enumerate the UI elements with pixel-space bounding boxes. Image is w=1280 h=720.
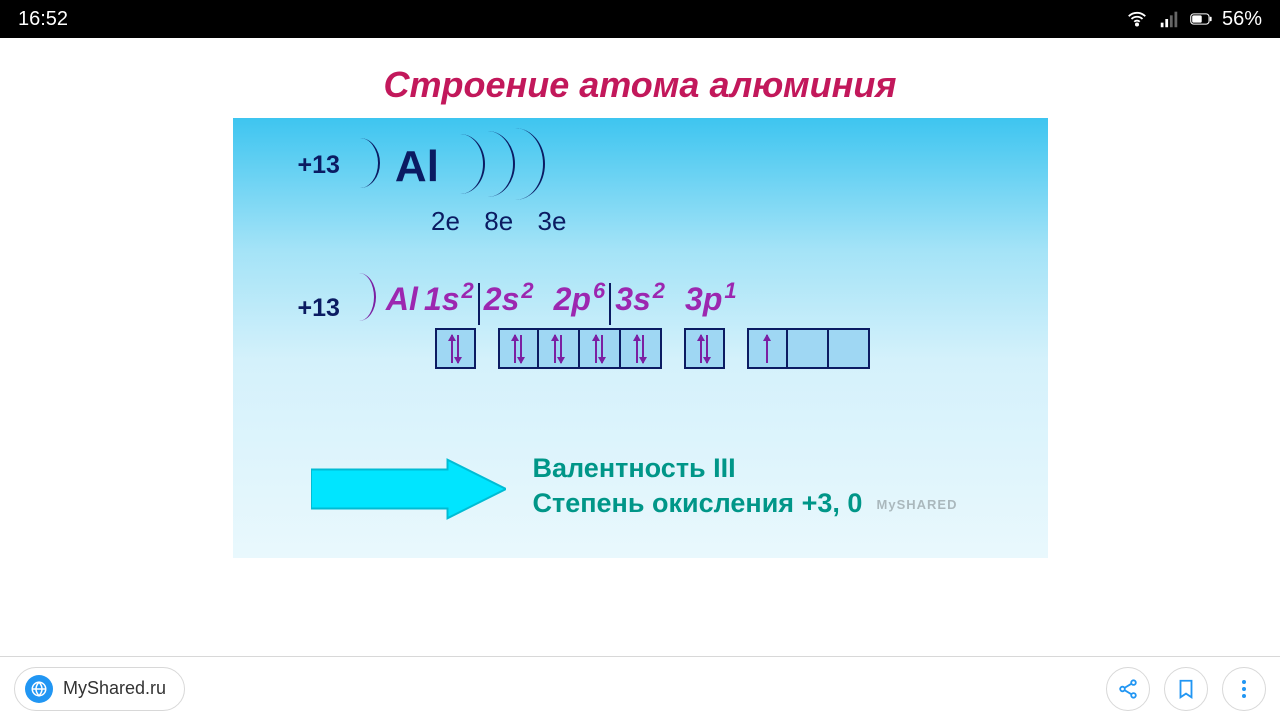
orbital-3: 3s2 [615,281,665,318]
share-button[interactable] [1106,667,1150,711]
orbital-2: 2p6 [554,281,606,318]
shell-e-2: 3e [529,206,575,237]
slide: Строение атома алюминия +13 Al 2e 8e 3e … [233,64,1048,656]
site-pill[interactable]: MyShared.ru [14,667,185,711]
more-icon [1242,680,1246,698]
slide-title: Строение атома алюминия [233,64,1048,106]
spin-down-icon [560,335,562,363]
orbital-box [580,328,621,369]
orbital-box [788,328,829,369]
orbital-4: 3p1 [685,281,737,318]
box-group [498,328,662,369]
bookmark-button[interactable] [1164,667,1208,711]
box-group [435,328,476,369]
shell-electrons: 2e 8e 3e [423,206,575,237]
shell-e-1: 8e [476,206,522,237]
orbital-boxes [435,328,870,369]
spin-up-icon [595,335,597,363]
spin-up-icon [766,335,768,363]
orbital-box [684,328,725,369]
orbital-box [747,328,788,369]
more-button[interactable] [1222,667,1266,711]
spin-up-icon [700,335,702,363]
status-bar: 16:52 56% [0,0,1280,38]
shell-arcs: Al [340,130,540,200]
nucleus-charge: +13 [298,151,340,180]
config-text: Al 1s2 2s2 2p6 3s2 3p1 [386,281,737,323]
spin-up-icon [451,335,453,363]
wifi-icon [1126,8,1148,30]
config-symbol: Al [386,281,418,318]
battery-pct: 56% [1222,8,1262,31]
orbital-box [829,328,870,369]
spin-up-icon [636,335,638,363]
valence-text: Валентность III Степень окисления +3, 0 [533,453,863,519]
bottom-actions [1106,667,1266,711]
sep [478,283,480,325]
spin-up-icon [554,335,556,363]
content-area: Строение атома алюминия +13 Al 2e 8e 3e … [0,38,1280,656]
site-name: MyShared.ru [63,678,166,699]
shell-e-0: 2e [423,206,469,237]
box-group [747,328,870,369]
orbital-1: 2s2 [484,281,534,318]
electron-configuration: +13 Al 1s2 2s2 2p6 3s2 3p1 [298,273,737,323]
watermark: MySHARED [877,497,958,512]
slide-body: +13 Al 2e 8e 3e +13 Al 1s2 [233,118,1048,558]
globe-icon [25,675,53,703]
shell-diagram: +13 Al [298,130,540,200]
spin-up-icon [514,335,516,363]
spin-down-icon [520,335,522,363]
browser-bottom-bar: MyShared.ru [0,656,1280,720]
config-charge: +13 [298,294,340,323]
element-symbol: Al [395,142,439,192]
spin-down-icon [601,335,603,363]
orbital-box [539,328,580,369]
spin-down-icon [642,335,644,363]
spin-down-icon [457,335,459,363]
orbital-box [498,328,539,369]
orbital-box [621,328,662,369]
spin-down-icon [706,335,708,363]
big-arrow [311,458,506,525]
status-icons: 56% [1126,8,1262,31]
valence-line2: Степень окисления +3, 0 [533,488,863,519]
status-time: 16:52 [18,8,68,31]
box-group [684,328,725,369]
sep [609,283,611,325]
cell-signal-icon [1158,8,1180,30]
valence-line1: Валентность III [533,453,863,484]
battery-icon [1190,8,1212,30]
orbital-box [435,328,476,369]
orbital-0: 1s2 [424,281,474,318]
